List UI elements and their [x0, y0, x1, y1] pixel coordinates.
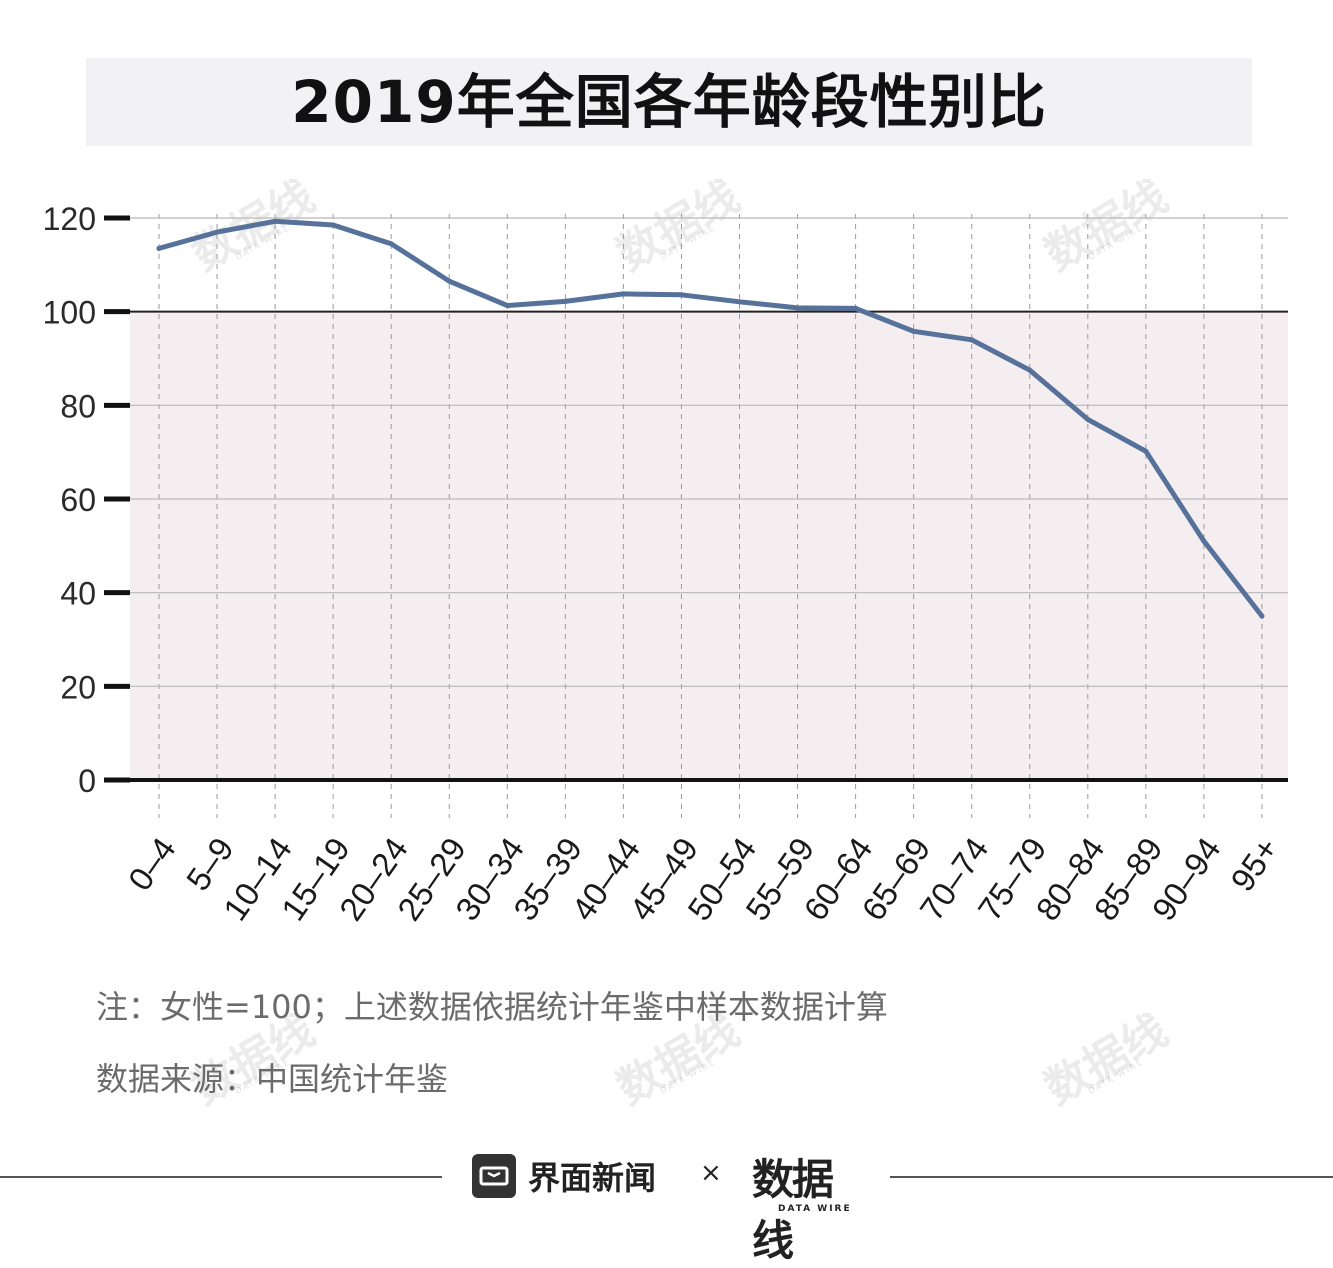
y-tick-label: 0: [78, 763, 96, 799]
data-point: [737, 299, 742, 305]
series-line: [156, 218, 1265, 619]
data-point: [272, 218, 278, 224]
chart-title: 2019年全国各年龄段性别比: [291, 68, 1047, 136]
data-point: [446, 278, 452, 284]
title-band: [86, 58, 1252, 146]
data-point: [1085, 416, 1091, 422]
data-point: [504, 303, 510, 309]
chart-source: 数据来源：中国统计年鉴: [96, 1060, 449, 1098]
data-point: [214, 229, 220, 235]
brand-times: ×: [700, 1158, 722, 1188]
grid-layer: [130, 214, 1288, 818]
y-tick-label: 60: [60, 482, 96, 518]
y-tick-label: 20: [60, 669, 96, 705]
below-100-shade: [130, 311, 1288, 780]
brand-datawire: 数据线 DATA WIRE: [752, 1146, 864, 1265]
data-point: [330, 222, 336, 228]
data-point: [853, 305, 859, 311]
x-axis: 0–45–910–1415–1920–2425–2930–3435–3940–4…: [121, 831, 1286, 927]
data-point: [795, 305, 801, 311]
data-point: [678, 292, 684, 298]
data-point: [1143, 448, 1149, 454]
data-point: [969, 337, 975, 343]
data-point: [156, 245, 162, 251]
data-point: [1027, 367, 1033, 373]
x-tick-label: 95+: [1223, 831, 1285, 898]
below-reference-area: [130, 311, 1288, 780]
data-point: [620, 291, 626, 297]
footer-divider-left: [0, 1176, 442, 1178]
jiemian-logo-icon: [472, 1154, 516, 1198]
brand-name: 界面新闻: [528, 1159, 657, 1197]
watermark-logo: 数据线: [1036, 1004, 1177, 1115]
series-layer: [156, 218, 1265, 619]
brand-jiemian: 界面新闻: [472, 1150, 656, 1202]
y-tick-label: 100: [43, 295, 96, 331]
chart-note: 注：女性=100；上述数据依据统计年鉴中样本数据计算: [96, 988, 888, 1026]
y-axis: 0 20 40 60 80 100 120: [43, 201, 130, 799]
data-point: [1259, 613, 1265, 619]
datawire-sub: DATA WIRE: [778, 1204, 852, 1214]
x-tick-label: 0–4: [121, 831, 183, 897]
line-chart: 0 20 40 60 80 100 120 0–45–910–1415–1920–2425–…: [43, 201, 1288, 927]
data-point: [562, 298, 568, 304]
data-point: [1201, 538, 1207, 544]
y-tick-label: 40: [60, 576, 96, 612]
y-tick-label: 120: [43, 201, 96, 237]
y-tick-label: 80: [60, 388, 96, 424]
data-point: [911, 328, 917, 334]
data-point: [388, 241, 394, 247]
footer-divider-right: [890, 1176, 1333, 1178]
